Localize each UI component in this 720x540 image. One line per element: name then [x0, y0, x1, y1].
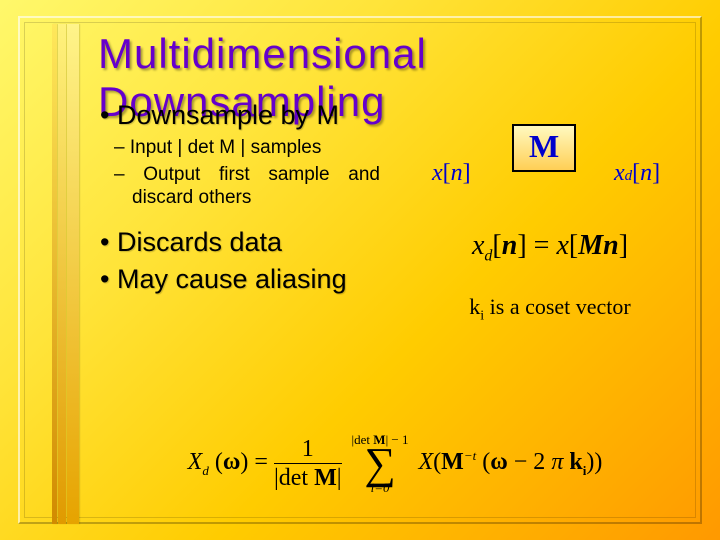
downsample-diagram: ↓ M x[n] xd[n] [430, 120, 670, 200]
slide-content: Downsample by M Input | det M | samples … [100, 100, 690, 510]
sub-bullet: Input | det M | samples [132, 137, 380, 160]
left-column: Downsample by M Input | det M | samples … [100, 100, 380, 301]
bullet: May cause aliasing [100, 264, 380, 295]
output-signal: xd[n] [614, 160, 660, 187]
sidebar-stripe [52, 24, 57, 524]
operator-label: M [529, 128, 559, 165]
sub-bullet: Output first sample and discard others [132, 164, 380, 210]
sidebar-stripe [67, 24, 79, 524]
time-domain-equation: xd[n] = x[Mn] [400, 230, 700, 266]
right-column: ↓ M x[n] xd[n] xd[n] = x[Mn] ki is a cos… [400, 120, 700, 324]
sidebar-stripe [58, 24, 66, 524]
frequency-domain-equation: Xd (ω) = 1 |det M| |det M| − 1 ∑ i=0 X(M… [100, 433, 690, 494]
coset-note: ki is a coset vector [400, 294, 700, 324]
input-signal: x[n] [432, 160, 471, 187]
bullet: Downsample by M [100, 100, 380, 131]
bullet: Discards data [100, 227, 380, 258]
